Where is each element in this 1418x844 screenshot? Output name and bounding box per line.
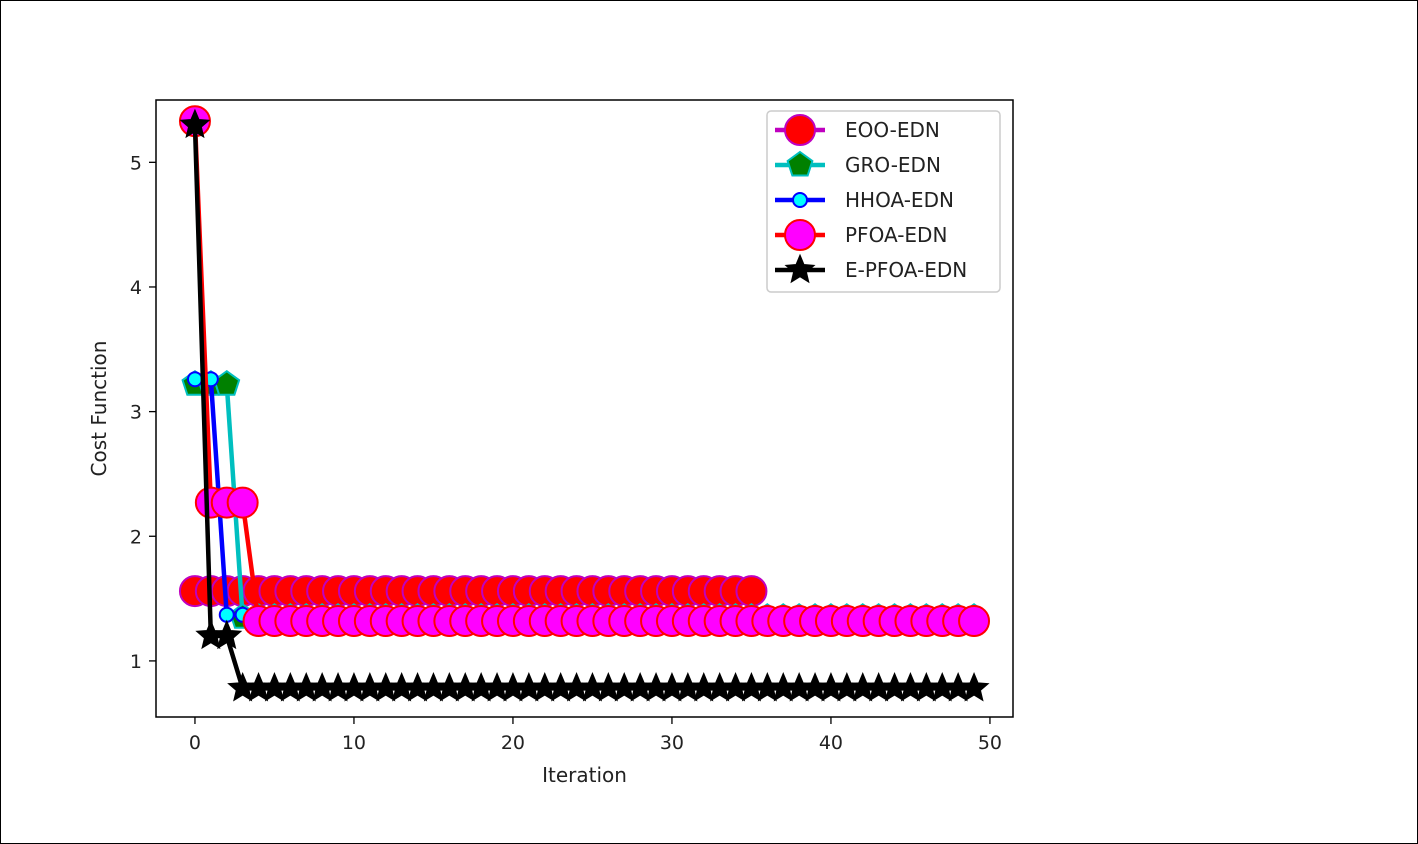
axes: 0 10 20 30 40 50 1 2 3 4 5 Iteration Cost Function — [87, 99, 1014, 787]
data-point — [179, 108, 211, 139]
series-e-pfoa-edn — [179, 108, 990, 702]
plot-area — [178, 105, 991, 702]
legend-marker — [784, 253, 816, 284]
legend: EOO-EDN GRO-EDN HHOA-EDN PFOA-EDN E-PFOA-EDN — [766, 110, 1001, 293]
y-tick-label: 2 — [130, 526, 142, 548]
legend-label: HHOA-EDN — [845, 188, 954, 212]
legend-item-eoo-edn: EOO-EDN — [775, 114, 940, 146]
legend-item-pfoa-edn: PFOA-EDN — [775, 219, 947, 251]
legend-label: E-PFOA-EDN — [845, 258, 967, 282]
x-axis-label: Iteration — [542, 763, 627, 787]
data-point — [958, 605, 991, 638]
x-tick-label: 10 — [342, 732, 366, 754]
legend-marker — [792, 192, 808, 208]
data-point — [958, 672, 990, 702]
data-point — [735, 575, 768, 608]
legend-item-hhoa-edn: HHOA-EDN — [775, 188, 954, 212]
y-tick-label: 5 — [130, 152, 142, 174]
y-axis-label: Cost Function — [87, 341, 111, 477]
x-tick-label: 40 — [819, 732, 843, 754]
legend-marker — [784, 114, 816, 146]
axes-frame — [155, 99, 1014, 718]
series-eoo-edn — [178, 575, 768, 608]
legend-label: PFOA-EDN — [845, 223, 947, 247]
legend-marker — [784, 219, 816, 251]
legend-box — [766, 110, 1001, 293]
series-pfoa-edn — [178, 105, 991, 638]
legend-label: GRO-EDN — [845, 153, 941, 177]
x-tick-label: 30 — [660, 732, 684, 754]
data-point — [186, 371, 203, 388]
x-tick-label: 0 — [189, 732, 201, 754]
legend-label: EOO-EDN — [845, 118, 940, 142]
legend-item-e-pfoa-edn: E-PFOA-EDN — [775, 253, 967, 284]
y-tick-label: 3 — [130, 402, 142, 424]
data-point — [213, 369, 241, 396]
y-tick-label: 4 — [130, 277, 142, 299]
legend-item-gro-edn: GRO-EDN — [775, 150, 941, 177]
x-tick-label: 20 — [501, 732, 525, 754]
legend-marker — [786, 150, 814, 177]
x-tick-label: 50 — [978, 732, 1002, 754]
data-point — [211, 619, 243, 650]
y-tick-label: 1 — [130, 651, 142, 673]
data-point — [226, 486, 259, 519]
